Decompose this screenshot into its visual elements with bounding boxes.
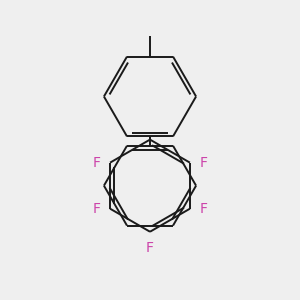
Text: F: F bbox=[200, 202, 207, 216]
Text: F: F bbox=[200, 156, 207, 170]
Text: F: F bbox=[146, 241, 154, 255]
Text: F: F bbox=[93, 156, 101, 170]
Text: F: F bbox=[93, 202, 101, 216]
